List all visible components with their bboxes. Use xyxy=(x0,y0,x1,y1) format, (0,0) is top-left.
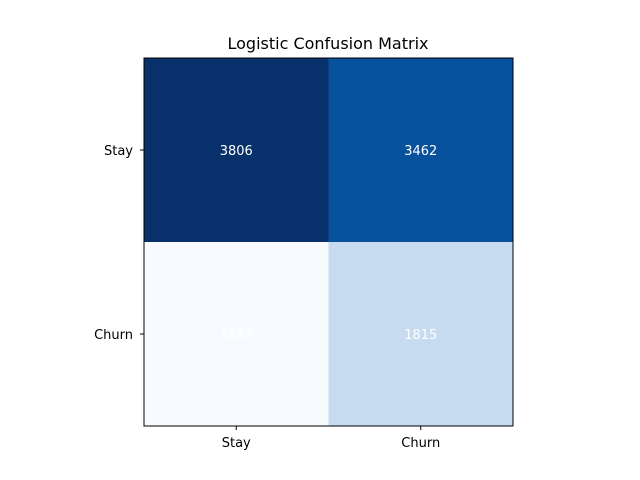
x-tick-label-0: Stay xyxy=(222,436,251,451)
x-axis-ticks: Stay Churn xyxy=(222,426,440,451)
heatmap-cell-1-1 xyxy=(328,242,514,427)
heatmap-value-labels: 3806 3462 1117 1815 xyxy=(220,144,438,343)
cell-value-label-0-0: 3806 xyxy=(220,144,253,159)
heatmap-cell-1-0 xyxy=(144,242,329,427)
cell-value-label-1-1: 1815 xyxy=(404,328,437,343)
y-tick-label-1: Churn xyxy=(94,328,133,343)
x-tick-label-1: Churn xyxy=(401,436,440,451)
heatmap-cells xyxy=(144,58,514,427)
y-axis-ticks: Stay Churn xyxy=(94,144,144,343)
heatmap-cell-0-0 xyxy=(144,58,329,243)
cell-value-label-0-1: 3462 xyxy=(404,144,437,159)
y-tick-label-0: Stay xyxy=(104,144,133,159)
plot-frame xyxy=(143,57,514,427)
heatmap-cell-0-1 xyxy=(328,58,514,243)
chart-title: Logistic Confusion Matrix xyxy=(227,34,428,53)
cell-value-label-1-0: 1117 xyxy=(220,328,253,343)
